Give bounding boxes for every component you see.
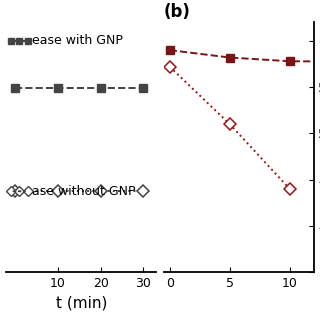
Text: ease with GNP: ease with GNP bbox=[32, 34, 123, 47]
Text: ase without GNP: ase without GNP bbox=[32, 185, 136, 198]
X-axis label: t (min): t (min) bbox=[56, 295, 107, 310]
Text: (b): (b) bbox=[164, 3, 191, 21]
